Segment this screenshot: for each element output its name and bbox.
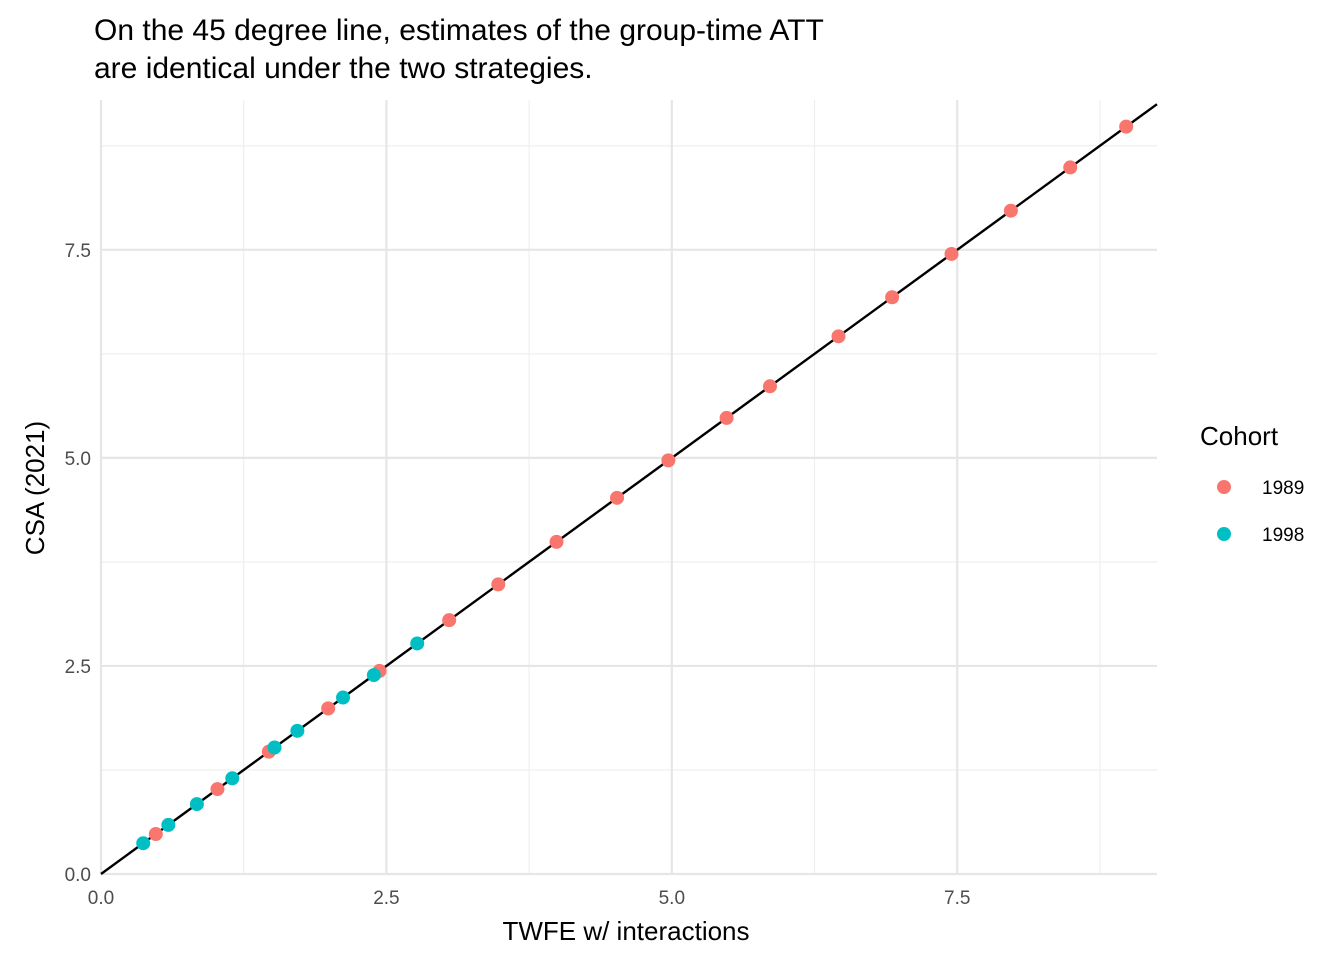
point-cohort-1998 (189, 797, 204, 812)
x-tick-label: 7.5 (944, 888, 970, 909)
point-cohort-1989 (148, 827, 163, 842)
legend-label-1998: 1998 (1262, 525, 1304, 546)
x-axis-title: TWFE w/ interactions (502, 916, 749, 946)
point-cohort-1989 (1119, 119, 1134, 134)
legend-title: Cohort (1200, 421, 1279, 451)
point-cohort-1989 (885, 290, 900, 305)
y-tick-label: 0.0 (65, 865, 91, 886)
x-tick-label: 0.0 (88, 888, 114, 909)
legend-key-1998 (1217, 527, 1231, 541)
legend-key-1989 (1217, 480, 1231, 494)
point-cohort-1989 (321, 701, 336, 716)
plot-grid (99, 100, 1157, 876)
legend-label-1989: 1989 (1262, 478, 1304, 499)
point-cohort-1989 (1063, 160, 1078, 175)
chart-title-line-2: are identical under the two strategies. (94, 52, 593, 85)
point-cohort-1989 (1003, 203, 1018, 218)
y-tick-label: 2.5 (65, 657, 91, 678)
point-cohort-1989 (491, 577, 506, 592)
point-cohort-1998 (225, 771, 240, 786)
point-cohort-1998 (136, 836, 151, 851)
point-cohort-1998 (267, 740, 282, 755)
point-cohort-1989 (610, 490, 625, 505)
reference-line-45-degree (100, 103, 1158, 875)
y-tick-label: 5.0 (65, 449, 91, 470)
chart-title-line-1: On the 45 degree line, estimates of the … (94, 14, 824, 47)
axis-ticks: 0.0 2.5 5.0 7.5 0.0 2.5 5.0 7.5 (65, 241, 971, 909)
point-cohort-1989 (442, 613, 457, 628)
point-cohort-1998 (290, 723, 305, 738)
point-cohort-1998 (161, 817, 176, 832)
reference-line-layer (100, 103, 1158, 875)
y-tick-label: 7.5 (65, 241, 91, 262)
point-cohort-1998 (336, 690, 351, 705)
x-tick-label: 2.5 (373, 888, 399, 909)
y-axis-title: CSA (2021) (20, 421, 50, 555)
data-points (136, 119, 1134, 851)
point-cohort-1989 (549, 534, 564, 549)
legend: Cohort 1989 1998 (1200, 421, 1304, 546)
point-cohort-1989 (762, 379, 777, 394)
point-cohort-1998 (410, 636, 425, 651)
point-cohort-1989 (661, 453, 676, 468)
point-cohort-1989 (719, 410, 734, 425)
point-cohort-1989 (831, 329, 846, 344)
point-cohort-1989 (210, 782, 225, 797)
point-cohort-1989 (944, 246, 959, 261)
x-tick-label: 5.0 (659, 888, 685, 909)
point-cohort-1998 (366, 668, 381, 683)
